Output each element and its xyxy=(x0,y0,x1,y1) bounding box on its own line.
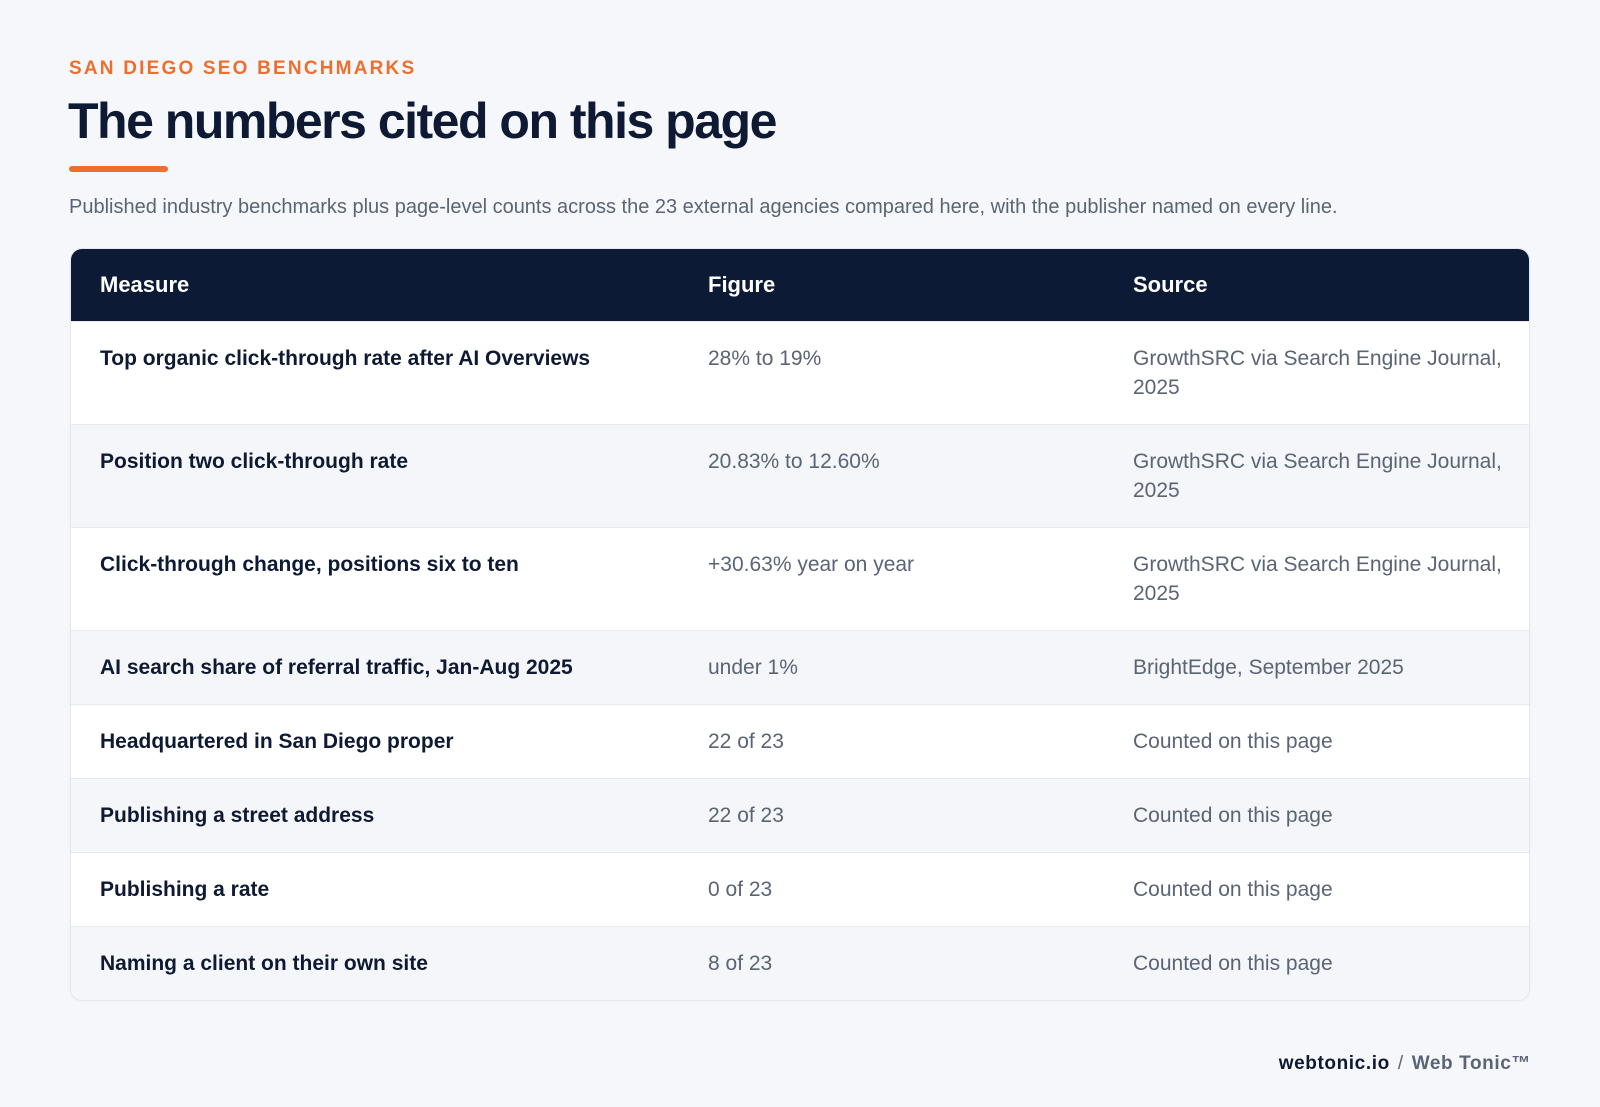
figure-cell: 28% to 19% xyxy=(708,346,822,370)
footer-domain: webtonic.io xyxy=(1278,1053,1390,1074)
figure-cell: 20.83% to 12.60% xyxy=(708,449,880,473)
footer-brand: Web Tonic™ xyxy=(1411,1053,1531,1074)
figure-cell: 8 of 23 xyxy=(708,951,773,975)
table-row: Naming a client on their own site 8 of 2… xyxy=(71,926,1529,1000)
figure-cell: 22 of 23 xyxy=(708,729,784,753)
source-cell: Counted on this page xyxy=(1133,877,1333,901)
measure-cell: Naming a client on their own site xyxy=(100,951,428,975)
table-row: Publishing a street address 22 of 23 Cou… xyxy=(71,778,1529,852)
figure-cell: +30.63% year on year xyxy=(708,552,915,576)
table-header-row: Measure Figure Source xyxy=(71,249,1529,321)
benchmarks-table: Measure Figure Source Top organic click-… xyxy=(71,249,1529,1000)
source-cell: BrightEdge, September 2025 xyxy=(1133,655,1404,679)
source-cell: Counted on this page xyxy=(1133,951,1333,975)
page-title: The numbers cited on this page xyxy=(68,93,777,149)
measure-cell: Headquartered in San Diego proper xyxy=(100,729,454,753)
table-header: Measure Figure Source xyxy=(71,249,1529,321)
table-row: Position two click-through rate 20.83% t… xyxy=(71,424,1529,527)
column-header-source: Source xyxy=(1133,271,1208,297)
table-row: Headquartered in San Diego proper 22 of … xyxy=(71,704,1529,778)
table-row: AI search share of referral traffic, Jan… xyxy=(71,630,1529,704)
figure-cell: 0 of 23 xyxy=(708,877,773,901)
measure-cell: Click-through change, positions six to t… xyxy=(100,552,519,576)
table-row: Click-through change, positions six to t… xyxy=(71,527,1529,630)
measure-cell: AI search share of referral traffic, Jan… xyxy=(100,655,573,679)
source-cell: Counted on this page xyxy=(1133,729,1333,753)
table-row: Top organic click-through rate after AI … xyxy=(71,321,1529,424)
source-cell: GrowthSRC via Search Engine Journal, 202… xyxy=(1133,346,1502,399)
source-cell: GrowthSRC via Search Engine Journal, 202… xyxy=(1133,552,1502,605)
title-accent-rule xyxy=(69,166,168,172)
measure-cell: Position two click-through rate xyxy=(100,449,409,473)
source-cell: Counted on this page xyxy=(1133,803,1333,827)
table-row: Publishing a rate 0 of 23 Counted on thi… xyxy=(71,852,1529,926)
measure-cell: Publishing a street address xyxy=(100,803,375,827)
source-cell: GrowthSRC via Search Engine Journal, 202… xyxy=(1133,449,1502,502)
column-header-measure: Measure xyxy=(100,271,190,297)
column-header-figure: Figure xyxy=(708,271,776,297)
figure-cell: under 1% xyxy=(708,655,798,679)
measure-cell: Publishing a rate xyxy=(100,877,270,901)
figure-cell: 22 of 23 xyxy=(708,803,784,827)
footer-credit: webtonic.io / Web Tonic™ xyxy=(1279,1053,1531,1075)
measure-cell: Top organic click-through rate after AI … xyxy=(100,346,591,370)
eyebrow-label: SAN DIEGO SEO BENCHMARKS xyxy=(69,58,417,79)
footer-separator: / xyxy=(1397,1053,1404,1074)
table-body: Top organic click-through rate after AI … xyxy=(71,321,1529,1000)
benchmarks-table-card: Measure Figure Source Top organic click-… xyxy=(70,248,1530,1001)
page-subtitle: Published industry benchmarks plus page-… xyxy=(69,196,1338,218)
